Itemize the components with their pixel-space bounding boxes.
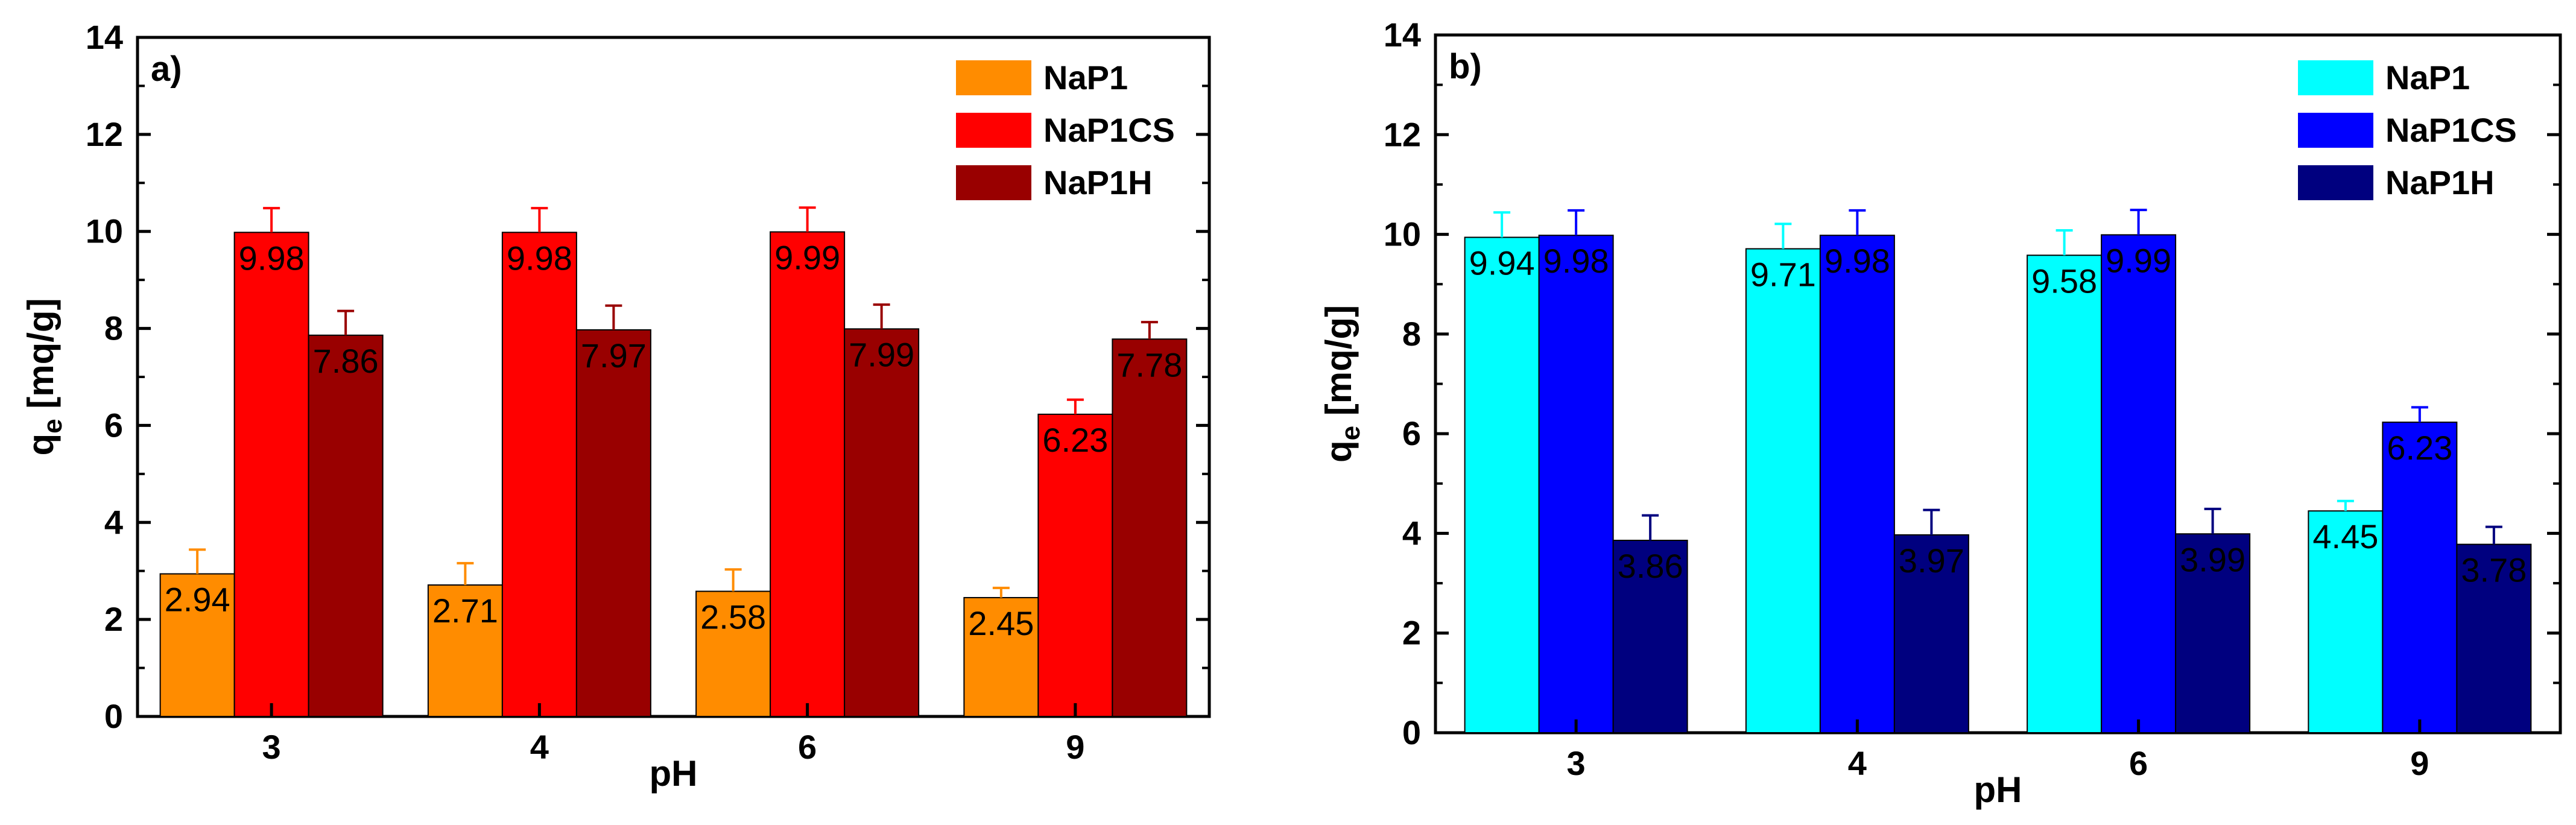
bar: [1819, 235, 1895, 733]
x-tick-label: 3: [262, 728, 281, 766]
data-label: 9.98: [507, 239, 572, 277]
x-tick-label: 4: [1848, 744, 1867, 782]
y-tick-label: 4: [1402, 514, 1421, 552]
legend-label: NaP1: [1043, 58, 1128, 96]
data-label: 3.97: [1899, 542, 1964, 580]
bar: [2027, 254, 2103, 733]
x-tick-label: 6: [798, 728, 817, 766]
y-tick-label: 0: [1402, 713, 1421, 751]
data-label: 7.78: [1116, 346, 1182, 384]
data-label: 7.97: [581, 337, 647, 375]
bar: [963, 596, 1039, 718]
bar: [1612, 539, 1688, 734]
y-axis-title-unit: [mq/g]: [1318, 305, 1359, 426]
legend-swatch: [2298, 113, 2373, 148]
bar: [427, 584, 503, 717]
bar: [1893, 534, 1969, 733]
data-label: 7.86: [313, 342, 379, 380]
y-axis-title-unit: [mq/g]: [21, 298, 61, 419]
legend-swatch: [956, 165, 1031, 200]
bar: [308, 334, 384, 717]
y-axis-title: qe [mq/g]: [1318, 305, 1366, 463]
x-tick-label: 9: [2410, 744, 2429, 782]
data-label: 6.23: [2387, 429, 2452, 467]
x-tick-label: 3: [1567, 744, 1586, 782]
data-label: 2.58: [700, 598, 766, 636]
data-label: 9.98: [1543, 242, 1609, 280]
bar: [1037, 413, 1113, 717]
x-tick-label: 6: [2129, 744, 2148, 782]
x-axis-title: pH: [650, 753, 698, 794]
legend-swatch: [2298, 165, 2373, 200]
y-tick-label: 0: [104, 697, 123, 735]
y-tick-label: 10: [1384, 215, 1421, 253]
bar: [233, 232, 309, 717]
y-tick-label: 6: [104, 406, 123, 444]
bar: [844, 328, 920, 717]
legend-swatch: [956, 60, 1031, 95]
y-tick-label: 10: [86, 212, 123, 250]
legend-label: NaP1H: [2385, 163, 2495, 201]
bar: [575, 329, 651, 717]
legend-label: NaP1: [2385, 58, 2470, 96]
bar: [1464, 236, 1540, 733]
y-axis-title-main: q: [21, 434, 61, 456]
y-axis-title-subscript: e: [1336, 426, 1366, 440]
bar: [1112, 338, 1188, 717]
bar: [159, 573, 235, 717]
data-label: 3.78: [2461, 551, 2527, 589]
bar: [2382, 422, 2458, 733]
data-label: 9.94: [1469, 244, 1535, 282]
data-label: 7.99: [849, 335, 914, 373]
bar: [1538, 235, 1614, 733]
bar: [1745, 248, 1821, 734]
data-label: 9.98: [1824, 242, 1890, 280]
x-axis-title: pH: [1974, 770, 2022, 810]
y-tick-label: 2: [1402, 614, 1421, 652]
data-label: 3.99: [2180, 540, 2245, 578]
y-axis-title-subscript: e: [38, 419, 68, 433]
data-label: 4.45: [2312, 517, 2378, 555]
y-tick-label: 2: [104, 600, 123, 638]
y-tick-label: 12: [1384, 115, 1421, 153]
legend-label: NaP1CS: [2385, 111, 2517, 149]
bar: [2308, 510, 2384, 733]
data-label: 2.94: [165, 581, 230, 619]
legend-swatch: [2298, 60, 2373, 95]
y-tick-label: 12: [86, 115, 123, 153]
data-label: 2.71: [432, 592, 498, 630]
x-tick-label: 9: [1066, 728, 1084, 766]
data-label: 9.71: [1750, 256, 1816, 294]
y-tick-label: 6: [1402, 414, 1421, 452]
y-tick-label: 14: [1384, 16, 1421, 54]
data-label: 9.99: [774, 239, 840, 277]
bar: [501, 232, 577, 717]
legend-swatch: [956, 113, 1031, 148]
data-label: 9.99: [2106, 241, 2171, 279]
y-tick-label: 14: [86, 18, 123, 56]
y-axis-title-main: q: [1318, 440, 1359, 463]
y-tick-label: 8: [104, 309, 123, 347]
data-label: 9.98: [239, 239, 305, 277]
legend-label: NaP1CS: [1043, 111, 1175, 149]
bar: [770, 231, 846, 718]
y-tick-label: 8: [1402, 315, 1421, 353]
bar: [695, 590, 771, 717]
data-label: 6.23: [1042, 421, 1108, 459]
y-axis-title: qe [mq/g]: [21, 298, 68, 455]
data-label: 2.45: [968, 604, 1034, 642]
x-tick-label: 4: [530, 728, 549, 766]
data-label: 9.58: [2031, 262, 2097, 300]
panel-label: b): [1449, 47, 1482, 86]
chart-panel-1: 0 2 4 6 8 10 12 14 2.94 9.98 7.86 3 2.71 9.98 7.97 4 2.5…: [21, 18, 1211, 794]
data-label: 3.86: [1618, 547, 1683, 585]
bar: [2456, 543, 2532, 733]
legend-label: NaP1H: [1043, 163, 1153, 201]
y-tick-label: 4: [104, 503, 123, 541]
panel-label: a): [151, 49, 182, 89]
bar: [2101, 234, 2177, 734]
